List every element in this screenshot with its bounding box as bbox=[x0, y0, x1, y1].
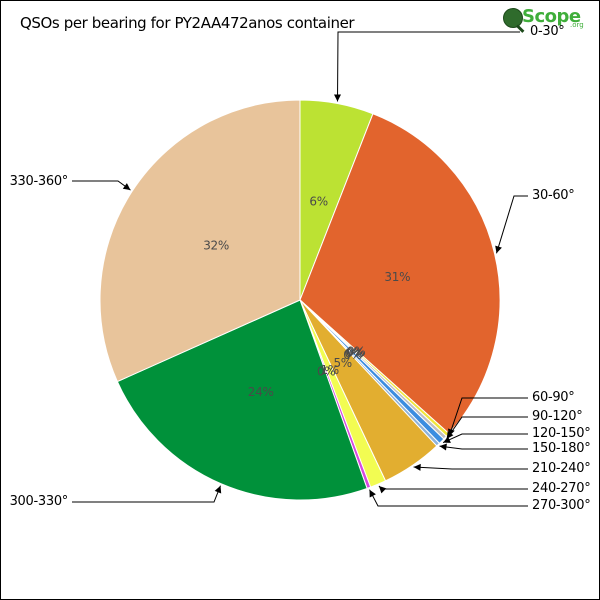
pie-slice bbox=[299, 113, 501, 435]
logo-subtext: .org bbox=[570, 21, 584, 29]
leader-arrowhead bbox=[439, 443, 447, 451]
slice-category-label: 30-60° bbox=[532, 188, 574, 203]
pie-leader-lines bbox=[72, 31, 528, 507]
slice-percent-label: 0% bbox=[347, 344, 365, 358]
slice-category-label: 210-240° bbox=[532, 461, 590, 476]
slice-category-label: 0-30° bbox=[530, 24, 565, 39]
leader-line bbox=[448, 397, 528, 437]
chart-title: QSOs per bearing for PY2AA472anos contai… bbox=[20, 14, 355, 32]
slice-percent-label: 5% bbox=[333, 356, 351, 370]
slice-category-label: 90-120° bbox=[532, 409, 582, 424]
slice-percent-label: 31% bbox=[384, 270, 410, 284]
leader-line bbox=[378, 485, 528, 490]
leader-line bbox=[369, 489, 528, 507]
leader-arrowhead bbox=[378, 486, 387, 494]
pie-slice bbox=[99, 99, 301, 383]
qrzscope-logo: Scope .org bbox=[500, 6, 586, 33]
leader-line bbox=[413, 466, 528, 470]
slice-percent-label: 24% bbox=[248, 385, 274, 399]
leader-arrowhead bbox=[214, 485, 222, 494]
slice-percent-label: 0% bbox=[346, 345, 364, 359]
leader-line bbox=[72, 180, 131, 191]
leader-arrowhead bbox=[122, 183, 131, 191]
leader-arrowhead bbox=[446, 431, 454, 439]
leader-arrowhead bbox=[334, 94, 341, 102]
logo-text: Scope bbox=[522, 6, 581, 27]
magnifier-icon bbox=[503, 8, 523, 28]
leader-line bbox=[337, 31, 520, 102]
leader-line bbox=[72, 485, 221, 503]
slice-percent-label: 1% bbox=[320, 363, 338, 377]
pie-category-labels: 0-30° 30-60° 60-90° 90-120° 120-150°150-180°… bbox=[10, 24, 591, 513]
slice-category-label: 150-180° bbox=[532, 441, 590, 456]
slice-percent-label: 0% bbox=[343, 348, 361, 362]
leader-line bbox=[446, 416, 528, 440]
pie-slice bbox=[116, 299, 368, 501]
pie-slices bbox=[99, 99, 501, 501]
slice-percent-label: 0% bbox=[345, 347, 363, 361]
slice-category-label: 330-360° bbox=[10, 174, 68, 189]
slice-percent-label: 0% bbox=[317, 364, 335, 378]
slice-category-label: 240-270° bbox=[532, 481, 590, 496]
slice-percent-label: 6% bbox=[309, 195, 327, 209]
leader-line bbox=[439, 445, 528, 450]
leader-line bbox=[442, 433, 528, 444]
slice-category-label: 270-300° bbox=[532, 498, 590, 513]
leader-line bbox=[496, 195, 528, 254]
leader-arrowhead bbox=[443, 436, 451, 443]
pie-percent-labels: 6%31%0%0%0%0%5%1%0%24%32% bbox=[203, 195, 410, 399]
slice-category-label: 60-90° bbox=[532, 390, 574, 405]
leader-arrowhead bbox=[369, 489, 376, 498]
slice-percent-label: 32% bbox=[203, 239, 229, 253]
slice-category-label: 300-330° bbox=[10, 494, 68, 509]
slice-category-label: 120-150° bbox=[532, 426, 590, 441]
leader-arrowhead bbox=[413, 463, 421, 471]
leader-arrowhead bbox=[495, 245, 502, 254]
